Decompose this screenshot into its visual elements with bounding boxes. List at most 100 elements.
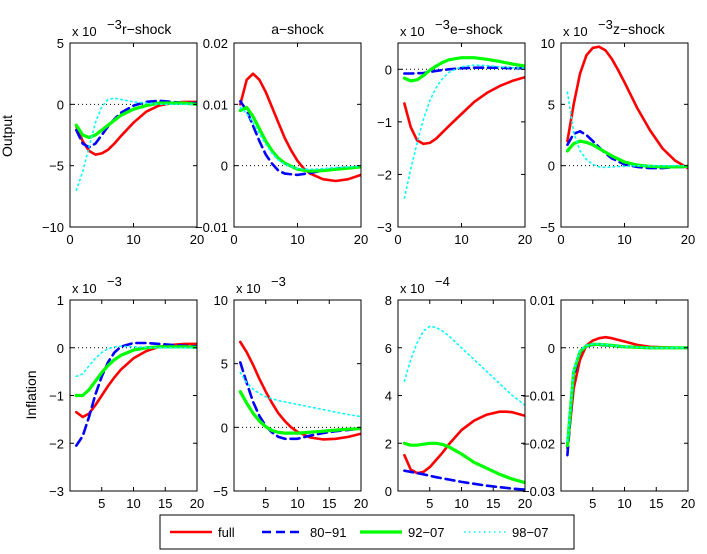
x-tick-label: 5 [98, 496, 105, 511]
series-line-92-07 [402, 441, 525, 485]
x-tick-label: 15 [322, 496, 336, 511]
y-tick-label: 5 [57, 36, 64, 51]
y-tick-label: −0.01 [522, 389, 555, 404]
x-tick-label: 10 [126, 496, 140, 511]
x-tick-label: 0 [557, 232, 564, 247]
panel-6: 5 10 15 20 −5 0 5 10 x 10 −3 [213, 274, 368, 511]
legend-label-92-07: 92−07 [408, 525, 445, 540]
legend-label-full: full [218, 525, 235, 540]
x-tick-label: 20 [681, 496, 695, 511]
panel-title: r−shock [122, 21, 172, 37]
x-tick-label: 5 [262, 496, 269, 511]
series-line-98-07 [75, 345, 197, 378]
y-tick-label: 0 [548, 159, 555, 174]
y-tick-label: 0 [57, 97, 64, 112]
axis-exponent-power: −3 [271, 274, 286, 289]
x-tick-label: 5 [426, 496, 433, 511]
x-tick-label: 0 [66, 232, 73, 247]
axes-frame [397, 299, 526, 492]
x-tick-label: 20 [354, 232, 368, 247]
x-tick-label: 10 [454, 496, 468, 511]
y-tick-label: −1 [49, 389, 64, 404]
x-tick-label: 0 [394, 232, 401, 247]
y-tick-label: 0 [548, 341, 555, 356]
plot-area [70, 43, 197, 227]
y-tick-label: −0.03 [522, 484, 555, 499]
y-tick-label: 0 [221, 420, 228, 435]
axes-frame [397, 42, 526, 228]
y-tick-label: −3 [49, 484, 64, 499]
row-label-inflation: Inflation [23, 370, 39, 419]
axis-exponent-label: x 10 [236, 281, 261, 296]
y-tick-label: 10 [541, 36, 555, 51]
y-tick-label: −0.01 [195, 220, 228, 235]
series-line-full [566, 45, 688, 170]
y-tick-label: 8 [385, 293, 392, 308]
series-line-98-07 [239, 371, 361, 418]
y-tick-label: −2 [49, 436, 64, 451]
y-tick-label: 1 [57, 293, 64, 308]
series-line-98-07 [403, 325, 525, 406]
series-line-full [239, 72, 361, 183]
series-line-80-91 [403, 469, 525, 491]
series-layer [238, 72, 361, 183]
y-tick-label: −10 [42, 220, 64, 235]
axis-exponent-power: −4 [435, 274, 450, 289]
axes-frame [233, 299, 362, 492]
plot-area [561, 43, 688, 227]
y-tick-label: −5 [49, 159, 64, 174]
series-line-92-07 [74, 345, 197, 398]
legend-label-98-07: 98−07 [512, 525, 549, 540]
y-tick-label: 0 [221, 159, 228, 174]
y-tick-label: 0 [385, 484, 392, 499]
series-line-80-91 [403, 66, 525, 75]
axis-exponent-label: x 10 [400, 281, 425, 296]
axes-frame [69, 299, 198, 492]
y-tick-label: 5 [548, 97, 555, 112]
axis-exponent-power: −3 [435, 17, 450, 32]
axes-frame [560, 42, 689, 228]
series-layer [402, 56, 525, 199]
legend-entry-92-07: 92−07 [360, 525, 445, 540]
series-line-98-07 [566, 343, 688, 442]
axes-frame [560, 299, 689, 492]
axis-exponent-label: x 10 [72, 24, 97, 39]
series-line-92-07 [402, 56, 525, 83]
axes-frame [69, 42, 198, 228]
y-tick-label: −1 [377, 115, 392, 130]
series-layer [402, 325, 525, 491]
y-tick-label: −5 [540, 220, 555, 235]
series-line-98-07 [75, 97, 197, 191]
plot-area [70, 300, 197, 491]
series-line-full [403, 75, 525, 146]
panel-8: 5 10 15 20 −0.03 −0.02 −0.01 0 0.01 [522, 293, 695, 511]
series-line-full [239, 340, 361, 441]
legend-entry-full: full [170, 525, 235, 540]
series-layer [565, 335, 688, 457]
y-tick-label: −2 [377, 167, 392, 182]
axis-exponent-power: −3 [107, 17, 122, 32]
x-tick-label: 15 [649, 496, 663, 511]
y-tick-label: 0.01 [530, 293, 555, 308]
panel-3: 0 10 20−3−2−10x 10 −3 e−shock [377, 17, 532, 247]
x-tick-label: 20 [190, 496, 204, 511]
legend-label-80-91: 80−91 [310, 525, 347, 540]
plot-area [234, 43, 361, 227]
legend-entry-80-91: 80−91 [262, 525, 347, 540]
x-tick-label: 10 [454, 232, 468, 247]
x-tick-label: 0 [230, 232, 237, 247]
x-tick-label: 20 [190, 232, 204, 247]
row-label-output: Output [0, 115, 15, 157]
axes-frame [233, 42, 362, 228]
x-tick-label: 10 [617, 496, 631, 511]
x-tick-label: 20 [354, 496, 368, 511]
series-line-92-07 [565, 139, 688, 169]
x-tick-label: 10 [126, 232, 140, 247]
x-tick-label: 5 [589, 496, 596, 511]
x-tick-label: 10 [617, 232, 631, 247]
x-tick-label: 10 [290, 232, 304, 247]
series-line-92-07 [74, 101, 197, 140]
y-tick-label: 0.02 [203, 36, 228, 51]
